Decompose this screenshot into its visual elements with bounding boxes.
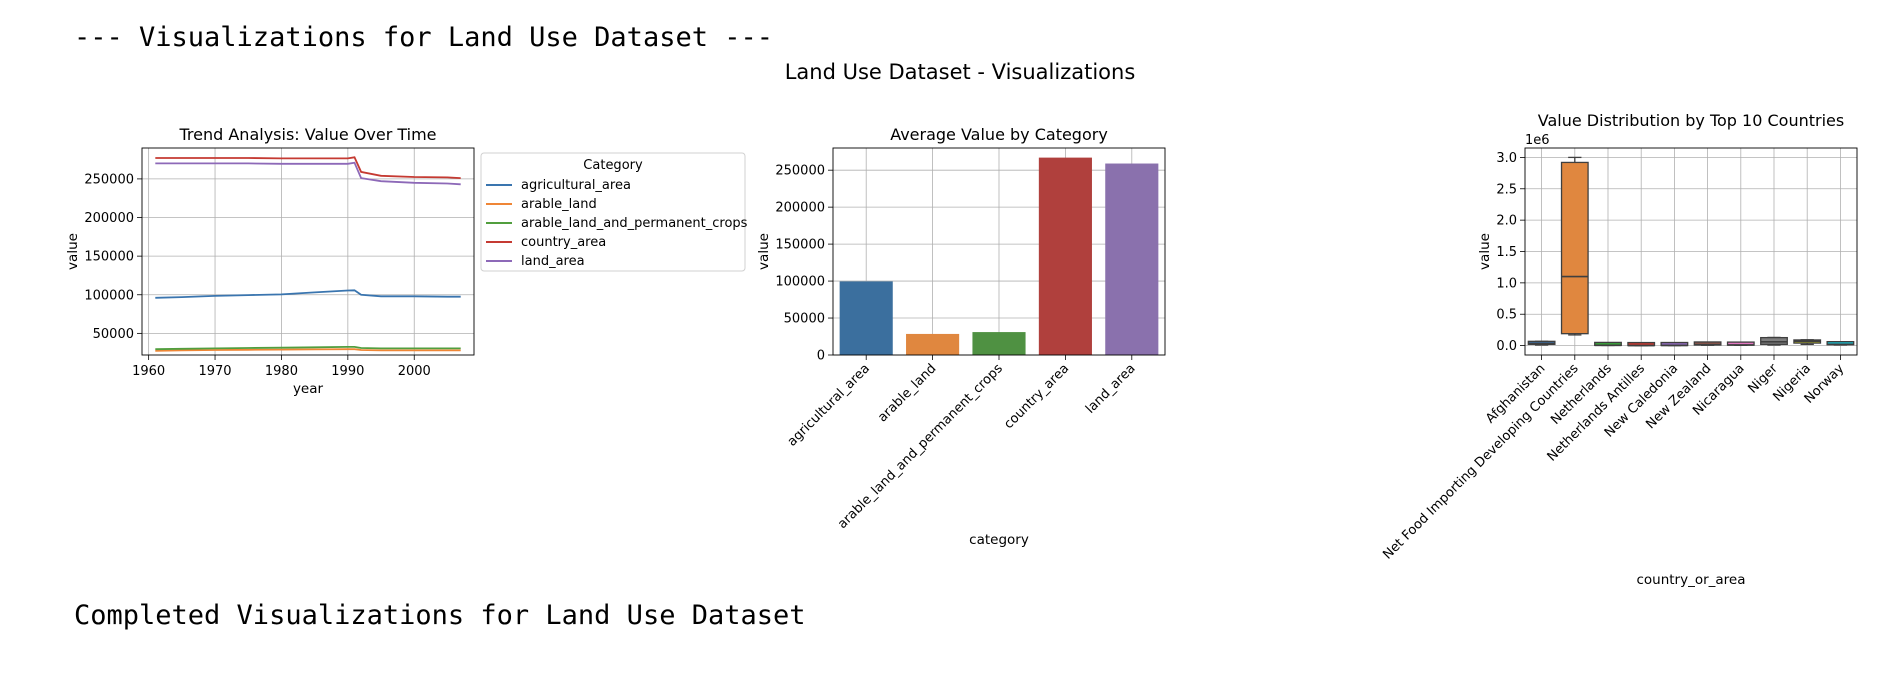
y-tick-label: 250000 [775, 164, 825, 179]
x-tick-label: land_area [1083, 361, 1139, 417]
legend-box [480, 152, 746, 272]
y-axis-label: value [1477, 233, 1493, 270]
bar-land-area [1105, 163, 1159, 355]
y-axis-label: value [65, 233, 81, 270]
x-axis-label: country_or_area [1636, 572, 1745, 588]
bar-arable-land [906, 333, 960, 355]
x-tick-label: 1970 [198, 364, 231, 379]
x-tick-label: arable_land [875, 361, 939, 425]
trend-line-chart: 50000 100000 150000 200000 250000 1960 1970 198… [65, 125, 748, 397]
series-line-country-area [155, 156, 461, 179]
plot-frame [832, 147, 1166, 356]
footer-text: Completed Visualizations for Land Use Da… [74, 600, 806, 631]
x-tick-label: 2000 [398, 364, 431, 379]
y-tick-label: 100000 [84, 288, 134, 303]
y-tick-label: 50000 [784, 312, 825, 327]
plot-frame [1524, 147, 1858, 356]
series-line-arable-land-and-permanent-crops [155, 345, 461, 351]
y-tick-label: 200000 [84, 211, 134, 226]
chart-title: Trend Analysis: Value Over Time [178, 125, 436, 144]
chart-title: Value Distribution by Top 10 Countries [1538, 111, 1844, 130]
x-tick-label: agricultural_area [785, 361, 873, 449]
series-line-arable-land [155, 348, 461, 352]
bar-arable-land-and-permanent-crops [972, 332, 1026, 355]
legend-entry: arable_land_and_permanent_crops [521, 216, 748, 231]
y-tick-label: 150000 [775, 238, 825, 253]
y-tick-label: 0.0 [1496, 339, 1517, 354]
axis-offset-label: 1e6 [1525, 133, 1550, 148]
y-tick-label: 0.5 [1496, 308, 1517, 323]
bar-country-area [1038, 157, 1092, 355]
legend-entry: country_area [521, 235, 606, 250]
y-tick-label: 250000 [84, 172, 134, 187]
y-tick-label: 1.0 [1496, 276, 1517, 291]
header-text: --- Visualizations for Land Use Dataset … [74, 22, 773, 53]
y-tick-label: 50000 [93, 327, 134, 342]
y-tick-label: 100000 [775, 275, 825, 290]
y-tick-label: 2.0 [1496, 214, 1517, 229]
y-axis-label: value [756, 233, 772, 270]
chart-title: Average Value by Category [890, 125, 1108, 144]
x-axis-label: year [293, 381, 324, 397]
x-axis-label: category [969, 532, 1029, 548]
y-tick-label: 3.0 [1496, 151, 1517, 166]
x-tick-label: country_area [1001, 361, 1072, 432]
y-tick-label: 1.5 [1496, 245, 1517, 260]
plot-frame [141, 147, 475, 356]
legend-entry: agricultural_area [521, 178, 631, 193]
series-line-agricultural-area [155, 289, 461, 299]
y-tick-label: 2.5 [1496, 182, 1517, 197]
box-2 [1560, 161, 1589, 335]
bar-agricultural-area [839, 281, 893, 355]
x-tick-label: 1990 [331, 364, 364, 379]
box-8 [1760, 336, 1788, 345]
y-tick-label: 150000 [84, 250, 134, 265]
y-tick-label: 0 [817, 349, 825, 364]
series-line-land-area [155, 161, 461, 186]
figure-suptitle: Land Use Dataset - Visualizations [784, 60, 1136, 84]
legend-title: Category [583, 158, 643, 173]
x-tick-label: 1960 [132, 364, 165, 379]
legend-entry: land_area [521, 254, 585, 269]
legend-entry: arable_land [521, 197, 597, 212]
y-tick-label: 200000 [775, 201, 825, 216]
x-tick-label: 1980 [265, 364, 298, 379]
category-bar-chart: 0 50000 100000 150000 200000 250000 agricultur… [756, 125, 1166, 548]
